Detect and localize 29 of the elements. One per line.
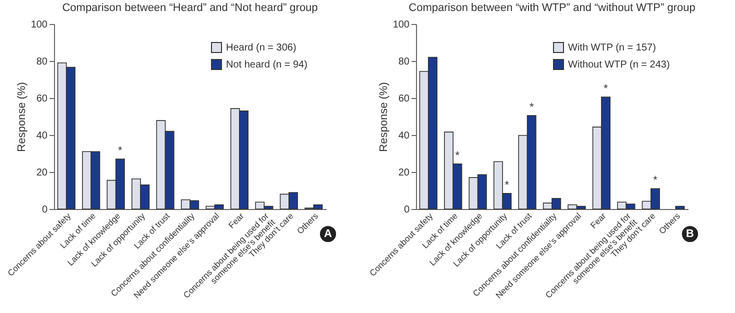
y-tick-label: 60: [36, 94, 48, 104]
y-axis-title: Response (%): [378, 82, 390, 152]
y-tick-label: 100: [392, 20, 410, 30]
y-tick-label: 40: [36, 130, 48, 142]
chart-title: Comparison between “with WTP” and “without WTP” group: [408, 2, 696, 14]
annotation: *: [504, 179, 510, 192]
annotation: *: [604, 83, 609, 96]
y-tick-label: 20: [36, 168, 48, 178]
y-tick-label: 80: [398, 56, 410, 68]
legend-label: Without WTP (n = 243): [568, 60, 670, 70]
bar: [675, 206, 685, 210]
text: B: [686, 228, 694, 240]
annotation: *: [653, 174, 658, 187]
y-tick-label: 0: [404, 204, 410, 216]
y-tick-label: 80: [36, 56, 48, 68]
annotation: *: [529, 102, 534, 114]
annotation: *: [118, 145, 124, 158]
y-axis-title: Response (%): [16, 82, 28, 152]
y-tick-label: 20: [398, 168, 410, 178]
y-tick-label: 0: [42, 204, 48, 216]
chart-title: Comparison between “Heard” and “Not heard” group: [62, 2, 318, 14]
annotation: *: [455, 150, 460, 162]
y-tick-label: 100: [30, 20, 48, 30]
legend-label: Heard (n = 306): [226, 42, 296, 54]
text: A: [324, 228, 332, 240]
y-tick-label: 60: [398, 94, 410, 104]
legend-label: Not heard (n = 94): [226, 60, 308, 70]
y-tick-label: 40: [398, 130, 410, 142]
legend-label: With WTP (n = 157): [568, 42, 656, 54]
